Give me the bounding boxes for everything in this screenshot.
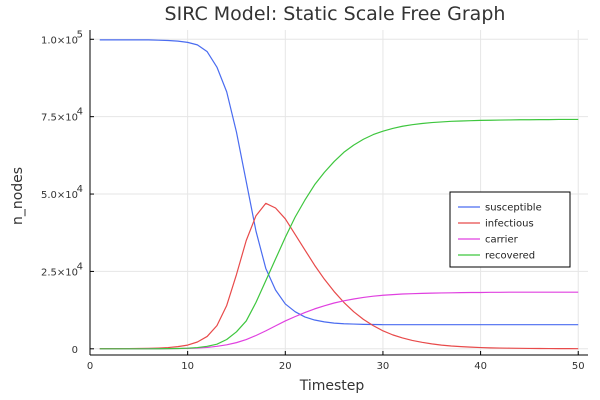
y-tick-label: 7.5×10 [41, 113, 78, 124]
legend-label-infectious: infectious [485, 219, 534, 230]
series-layer [99, 39, 579, 350]
y-tick-label: 5.0×10 [41, 190, 78, 201]
series-line-recovered [99, 118, 579, 350]
y-tick-mantissa: 0 [72, 345, 78, 356]
legend: susceptible infectious carrier recovered [449, 191, 571, 268]
series-line-infectious [99, 202, 579, 350]
chart-title: SIRC Model: Static Scale Free Graph [165, 3, 506, 25]
plot-frame [89, 30, 588, 356]
y-tick-label: 2.5×10 [41, 267, 78, 278]
y-tick-exponent: 4 [77, 261, 83, 272]
y-tick-label: 0 [72, 345, 78, 356]
y-tick-mantissa: 7.5×10 [41, 113, 78, 124]
x-ticks: 0 10 20 30 40 50 [87, 351, 585, 372]
x-tick-label: 30 [377, 361, 390, 372]
y-tick-mantissa: 1.0×10 [41, 35, 78, 46]
y-tick-mantissa: 5.0×10 [41, 190, 78, 201]
x-tick-label: 20 [279, 361, 292, 372]
x-tick-label: 10 [181, 361, 194, 372]
x-axis-label: Timestep [299, 378, 365, 394]
y-axis-label: n_nodes [10, 167, 26, 225]
x-tick-label: 40 [474, 361, 487, 372]
y-tick-exponent: 5 [77, 29, 83, 40]
x-tick-label: 50 [572, 361, 585, 372]
series-line-susceptible [99, 39, 579, 326]
legend-label-recovered: recovered [485, 251, 535, 262]
y-tick-mantissa: 2.5×10 [41, 267, 78, 278]
x-tick-label: 0 [87, 361, 93, 372]
y-tick-exponent: 4 [77, 184, 83, 195]
legend-label-carrier: carrier [485, 235, 519, 246]
y-tick-label: 1.0×10 [41, 35, 78, 46]
y-tick-exponent: 4 [77, 107, 83, 118]
legend-label-susceptible: susceptible [485, 203, 542, 214]
series-line-carrier [99, 291, 579, 350]
